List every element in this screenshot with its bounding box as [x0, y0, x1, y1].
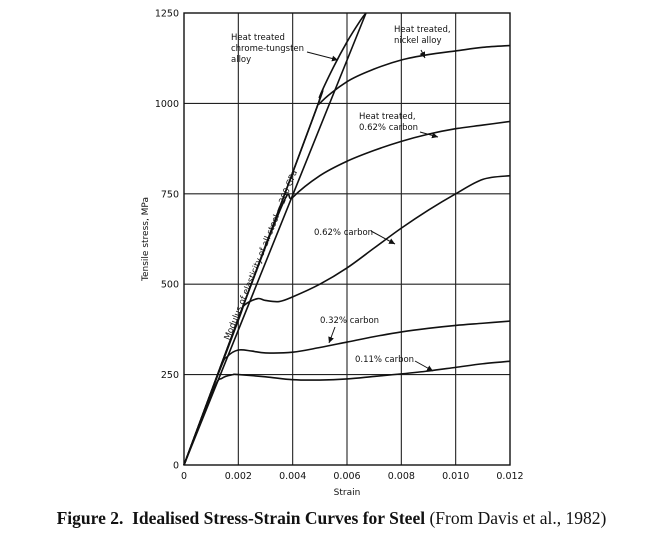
curve-labels: Heat treated chrome-tungsten alloy Heat tre…	[231, 25, 451, 365]
arrow-icon	[414, 360, 434, 372]
arrow-icon	[306, 51, 339, 62]
curve-label-c62: 0.62% carbon	[314, 228, 373, 238]
y-tick-label: 0	[173, 461, 179, 472]
arrow-icon	[328, 326, 336, 344]
y-tick-label: 250	[161, 370, 179, 381]
x-tick-label: 0.004	[279, 471, 306, 482]
arrow-icon	[419, 131, 439, 139]
stress-strain-chart: 0 0.002 0.004 0.006 0.008 0.010 0.012 0 250 500 7…	[141, 9, 524, 499]
curve-heat-treated-0-62-carbon	[183, 120, 511, 466]
y-tick-label: 1250	[155, 9, 179, 20]
x-tick-label: 0.006	[333, 471, 360, 482]
x-tick-label: 0.012	[496, 471, 523, 482]
curve-heat-treated-nickel-alloy	[183, 44, 511, 466]
y-tick-label: 750	[161, 189, 179, 200]
x-tick-label: 0	[181, 471, 187, 482]
y-axis-label: Tensile stress, MPa	[141, 197, 151, 282]
y-tick-label: 1000	[155, 99, 179, 110]
x-tick-label: 0.010	[442, 471, 469, 482]
y-axis-ticks: 0 250 500 750 1000 1250	[155, 9, 179, 472]
curve-label-ct: Heat treated chrome-tungsten alloy	[231, 33, 304, 65]
plot-frame	[183, 12, 511, 466]
x-tick-label: 0.002	[225, 471, 252, 482]
modulus-line	[183, 12, 367, 466]
arrow-icon	[370, 230, 396, 245]
curve-label-c11: 0.11% carbon	[355, 355, 414, 365]
y-tick-label: 500	[161, 280, 179, 291]
curve-label-c32: 0.32% carbon	[320, 316, 379, 326]
stress-strain-curves	[183, 12, 511, 466]
label-arrows	[306, 49, 439, 372]
figure-title: Idealised Stress-Strain Curves for Steel	[132, 508, 426, 528]
arrow-icon	[419, 49, 426, 59]
figure-source: (From Davis et al., 1982)	[429, 508, 607, 528]
curve-label-ht62: Heat treated, 0.62% carbon	[359, 112, 418, 133]
figure-caption: Figure 2. Idealised Stress-Strain Curves…	[0, 508, 663, 529]
modulus-annotation: Modulus of elasticity of all steel = 200…	[223, 169, 300, 342]
x-axis-label: Strain	[334, 488, 361, 498]
x-tick-label: 0.008	[388, 471, 415, 482]
curve-0-62-carbon	[183, 174, 511, 466]
x-axis-ticks: 0 0.002 0.004 0.006 0.008 0.010 0.012	[181, 471, 524, 482]
figure-number: Figure 2.	[56, 508, 124, 528]
curve-0-11-carbon	[183, 360, 511, 466]
curve-label-ni: Heat treated, nickel alloy	[394, 25, 451, 46]
